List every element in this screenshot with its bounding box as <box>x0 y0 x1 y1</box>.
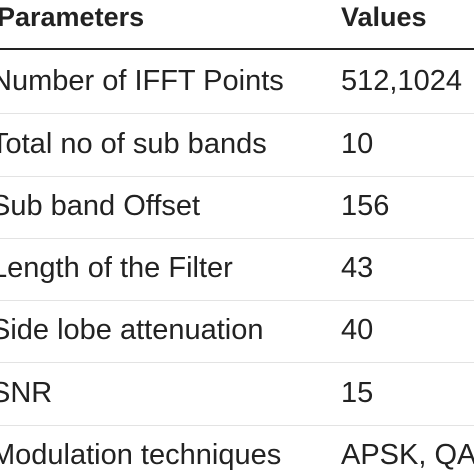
row-divider <box>0 176 474 177</box>
table-row-value: 156 <box>341 190 390 222</box>
row-divider <box>0 113 474 114</box>
row-divider <box>0 425 474 426</box>
table-row-value: 15 <box>341 377 374 409</box>
table-row-value: APSK, QAM <box>341 439 474 471</box>
table-row-value: 43 <box>341 252 374 284</box>
header-divider <box>0 48 474 50</box>
table-row-parameter: Length of the Filter <box>0 252 233 284</box>
table-row-parameter: Total no of sub bands <box>0 128 267 160</box>
table-row-parameter: Side lobe attenuation <box>0 314 264 346</box>
table-row-parameter: Modulation techniques <box>0 439 282 471</box>
row-divider <box>0 300 474 301</box>
table-row-value: 10 <box>341 128 374 160</box>
row-divider <box>0 238 474 239</box>
header-values: Values <box>341 2 427 32</box>
table-row-parameter: SNR <box>0 377 53 409</box>
header-parameters: Parameters <box>0 2 145 32</box>
table-row-parameter: Number of IFFT Points <box>0 65 284 97</box>
table-row-value: 512,1024 <box>341 65 462 97</box>
row-divider <box>0 362 474 363</box>
table-row-value: 40 <box>341 314 374 346</box>
table-row-parameter: Sub band Offset <box>0 190 201 222</box>
